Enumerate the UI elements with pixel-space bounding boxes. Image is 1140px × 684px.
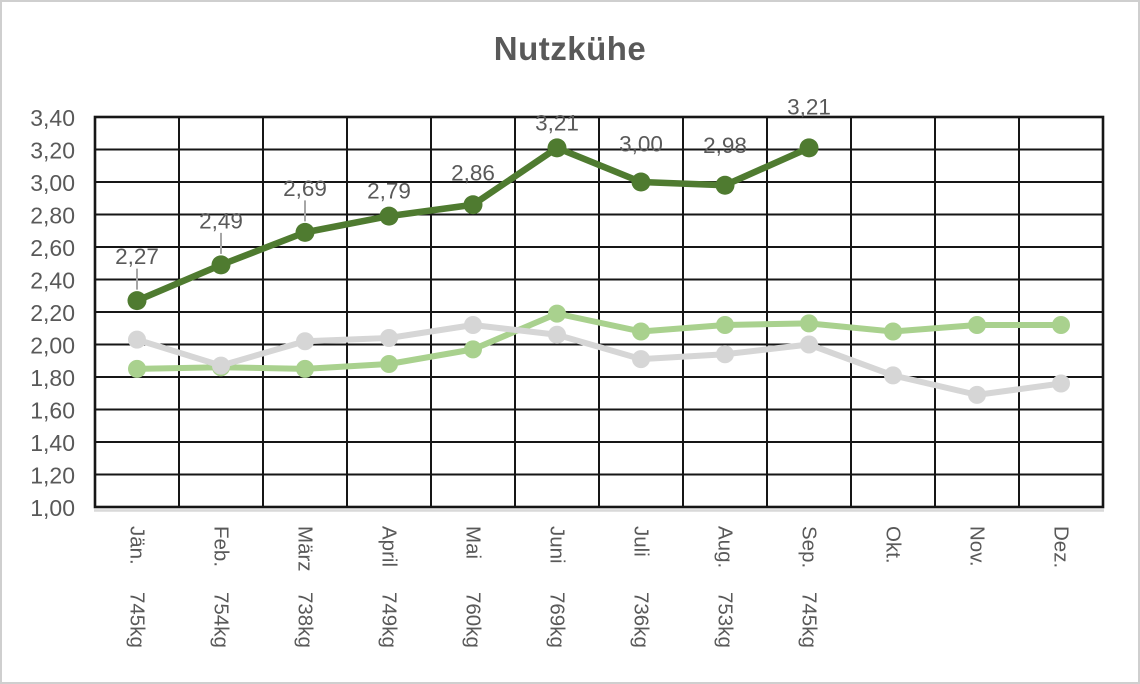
dark-green-series-marker	[631, 172, 651, 192]
light-green-series-marker	[464, 340, 482, 359]
light-green-series-marker	[128, 359, 146, 378]
data-label: 2,79	[367, 179, 411, 204]
gray-series-marker	[212, 356, 230, 375]
y-axis-label: 2,00	[30, 333, 75, 359]
light-green-series-marker	[632, 322, 650, 341]
light-green-series-marker	[968, 316, 986, 334]
x-axis-month-label: Feb.	[210, 526, 233, 567]
gray-series-marker	[632, 350, 650, 369]
plot-border	[93, 115, 1105, 509]
light-green-series-marker	[1052, 316, 1070, 334]
y-axis-label: 2,40	[30, 268, 75, 294]
data-label: 3,21	[535, 110, 579, 135]
x-axis-month-label: Aug.	[714, 526, 737, 568]
x-axis-weight-label: 749kg	[378, 592, 401, 648]
y-axis-label: 3,00	[30, 170, 75, 196]
data-label: 2,98	[703, 133, 747, 158]
x-axis-weight-label: 736kg	[630, 592, 653, 648]
data-label: 3,21	[787, 94, 831, 119]
chart-title: Nutzkühe	[493, 30, 647, 67]
dark-green-series-marker	[127, 291, 147, 311]
dark-green-series-marker	[547, 138, 567, 158]
gray-series-marker	[884, 366, 902, 385]
gray-series-marker	[296, 332, 314, 351]
y-axis-label: 3,40	[30, 105, 75, 131]
data-label: 2,27	[115, 244, 159, 269]
dark-green-series-marker	[799, 138, 819, 158]
gray-series-marker	[1052, 374, 1070, 393]
dark-green-series-marker	[463, 195, 483, 215]
y-axis-label: 1,40	[30, 430, 75, 456]
x-axis-weight-label: 760kg	[462, 592, 485, 648]
dark-green-series-marker	[295, 222, 315, 242]
y-axis-label: 1,00	[30, 495, 75, 521]
data-label: 3,00	[619, 132, 663, 157]
data-label: 2,86	[451, 160, 495, 185]
x-axis-weight-label: 738kg	[294, 592, 317, 648]
y-axis-label: 1,20	[30, 463, 75, 489]
y-axis-label: 1,80	[30, 365, 75, 391]
gray-series-marker	[548, 325, 566, 344]
x-axis-month-label: Juli	[630, 526, 653, 557]
x-axis-weight-label: 769kg	[546, 592, 569, 648]
data-label: 2,69	[283, 176, 327, 201]
x-axis-month-label: Okt.	[882, 526, 905, 564]
light-green-series-marker	[800, 314, 818, 333]
light-green-series-marker	[716, 316, 734, 334]
gray-series-marker	[464, 316, 482, 334]
light-green-series-line	[134, 310, 1064, 372]
x-axis-month-label: Juni	[546, 526, 569, 564]
x-axis-month-label: Mai	[462, 526, 485, 559]
y-axis-label: 1,60	[30, 398, 75, 424]
x-axis-weight-label: 754kg	[210, 592, 233, 648]
y-axis-label: 2,20	[30, 300, 75, 326]
x-axis-month-label: Nov.	[966, 526, 989, 567]
light-green-series-marker	[884, 322, 902, 341]
y-axis-label: 2,80	[30, 203, 75, 229]
x-axis-month-label: Sep.	[798, 526, 821, 568]
light-green-series-marker	[296, 359, 314, 378]
data-label: 2,49	[199, 208, 243, 233]
dark-green-series-marker	[715, 175, 735, 195]
x-axis-month-label: April	[378, 526, 401, 567]
x-axis-month-label: Dez.	[1050, 526, 1073, 568]
dark-green-series-marker	[211, 255, 231, 275]
gray-series-marker	[968, 385, 986, 404]
dark-green-series-marker	[379, 206, 399, 226]
x-axis-weight-label: 745kg	[126, 592, 149, 648]
y-axis-label: 3,20	[30, 138, 75, 164]
gray-series-marker	[800, 335, 818, 354]
gray-series-marker	[380, 329, 398, 347]
gray-series-marker	[716, 345, 734, 364]
gray-series-marker	[128, 330, 146, 349]
x-axis-weight-label: 753kg	[714, 592, 737, 648]
y-axis-label: 2,60	[30, 235, 75, 261]
light-green-series-marker	[548, 304, 566, 323]
gray-series-line	[134, 322, 1064, 398]
x-axis-month-label: März	[294, 526, 317, 572]
x-axis-weight-label: 745kg	[798, 592, 821, 648]
x-axis-month-label: Jän.	[126, 526, 149, 565]
light-green-series-marker	[380, 355, 398, 373]
